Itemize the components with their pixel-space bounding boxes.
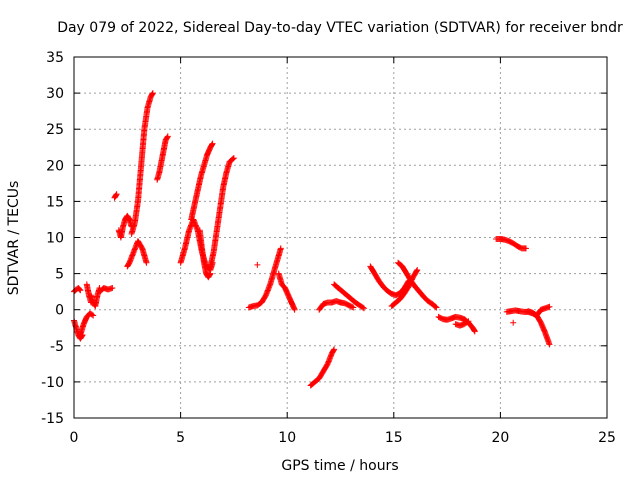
- series-arc-19: [307, 346, 338, 389]
- data-point: [471, 328, 478, 335]
- series-arc-03: [77, 310, 97, 338]
- data-point: [291, 306, 298, 313]
- plot-frame: [73, 56, 608, 419]
- data-point: [433, 304, 440, 311]
- y-tick-label: 15: [46, 194, 64, 210]
- series-arc-30: [525, 308, 553, 348]
- series-arc-27: [493, 235, 529, 252]
- data-point: [510, 319, 517, 326]
- series-arc-16: [245, 245, 284, 311]
- data-point: [546, 341, 553, 348]
- series-arc-24: [395, 259, 440, 311]
- grid-lines: [74, 57, 607, 418]
- data-point: [143, 259, 150, 266]
- x-tick-label: 20: [491, 430, 509, 446]
- series-arc-11: [154, 133, 171, 183]
- data-point: [359, 304, 366, 311]
- data-point: [331, 346, 338, 353]
- x-tick-label: 25: [598, 430, 616, 446]
- series-arc-12: [177, 216, 216, 273]
- data-point: [413, 268, 420, 275]
- y-tick-label: 20: [46, 158, 64, 174]
- series-arc-07: [111, 191, 120, 201]
- x-tick-label: 5: [176, 430, 185, 446]
- data-point: [522, 245, 529, 252]
- data-point: [349, 303, 356, 310]
- data-point: [109, 285, 116, 292]
- data-point: [546, 303, 553, 310]
- series-arc-17: [254, 261, 261, 268]
- data-point: [209, 141, 216, 148]
- axis-ticks: [73, 56, 608, 419]
- series-arc-08: [115, 212, 135, 241]
- data-point: [206, 271, 213, 278]
- data-point: [164, 134, 171, 141]
- data-point: [277, 245, 284, 252]
- y-tick-label: 10: [46, 231, 64, 247]
- data-point: [414, 266, 421, 273]
- data-point: [77, 287, 84, 294]
- data-point: [164, 133, 171, 140]
- x-tick-label: 15: [385, 430, 403, 446]
- data-point: [76, 286, 83, 293]
- series-arc-05: [88, 285, 103, 310]
- series-arc-25: [435, 313, 478, 335]
- series-arc-06: [96, 285, 116, 295]
- x-axis-label: GPS time / hours: [281, 458, 398, 474]
- data-point: [89, 311, 96, 318]
- series-arc-09: [124, 238, 150, 270]
- y-tick-label: 5: [55, 267, 64, 283]
- data-point: [230, 155, 237, 162]
- y-tick-label: -5: [50, 339, 64, 355]
- data-point: [471, 327, 478, 334]
- data-points: [71, 90, 553, 389]
- series-arc-21: [331, 281, 367, 312]
- data-point: [90, 312, 97, 319]
- data-point: [432, 303, 439, 310]
- series-arc-15: [207, 155, 237, 270]
- series-arc-10: [128, 90, 156, 237]
- series-arc-29: [510, 319, 517, 326]
- x-tick-label: 0: [70, 430, 79, 446]
- data-point: [360, 305, 367, 312]
- data-point: [230, 155, 237, 162]
- data-point: [254, 261, 261, 268]
- series-arc-01: [71, 285, 84, 295]
- data-point: [113, 192, 120, 199]
- data-point: [464, 318, 471, 325]
- y-axis-label: SDTVAR / TECUs: [6, 181, 22, 296]
- y-tick-labels: -15 -10 -5 0 5 10 15 20 25 30 35: [41, 50, 64, 427]
- data-point: [465, 318, 472, 325]
- y-tick-label: -15: [41, 411, 64, 427]
- data-point: [350, 304, 357, 311]
- x-tick-label: 10: [278, 430, 296, 446]
- data-point: [207, 270, 214, 277]
- series-arc-13: [188, 140, 216, 223]
- y-tick-label: -10: [41, 375, 64, 391]
- y-tick-label: 30: [46, 86, 64, 102]
- data-point: [330, 347, 337, 354]
- chart-title: Day 079 of 2022, Sidereal Day-to-day VTE…: [57, 20, 623, 36]
- data-point: [75, 285, 82, 292]
- data-point: [149, 91, 156, 98]
- series-arc-20: [316, 298, 357, 313]
- data-point: [113, 191, 120, 198]
- y-tick-label: 25: [46, 122, 64, 138]
- data-point: [149, 90, 156, 97]
- series-arc-14: [196, 227, 214, 281]
- series-arc-26: [452, 318, 472, 329]
- data-point: [209, 140, 216, 147]
- series-arc-18: [275, 270, 298, 313]
- y-tick-label: 35: [46, 50, 64, 66]
- x-tick-labels: 0 5 10 15 20 25: [70, 430, 616, 446]
- y-tick-label: 0: [55, 303, 64, 319]
